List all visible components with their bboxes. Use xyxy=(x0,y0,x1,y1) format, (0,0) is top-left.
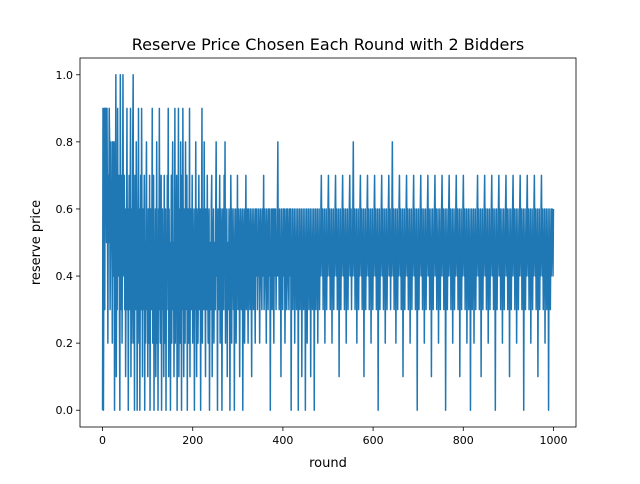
x-tick-label: 800 xyxy=(453,434,474,447)
y-tick-label: 0.6 xyxy=(56,203,74,216)
y-axis-label: reserve price xyxy=(29,200,44,285)
axes-frame xyxy=(79,57,577,428)
x-tick-label: 400 xyxy=(272,434,293,447)
x-axis-label: round xyxy=(309,456,347,471)
x-tick-label: 1000 xyxy=(539,434,567,447)
y-axis: 0.0 0.2 0.4 0.6 0.8 1.0 xyxy=(56,69,80,417)
x-tick-label: 0 xyxy=(99,434,106,447)
plot-area xyxy=(101,74,555,411)
series-line xyxy=(101,74,555,411)
x-tick-label: 200 xyxy=(182,434,203,447)
y-tick-label: 0.0 xyxy=(56,404,74,417)
y-tick-label: 1.0 xyxy=(56,69,74,82)
y-tick-label: 0.8 xyxy=(56,136,74,149)
x-axis: 0 200 400 600 800 1000 xyxy=(99,427,567,447)
x-tick-label: 600 xyxy=(363,434,384,447)
chart-title: Reserve Price Chosen Each Round with 2 B… xyxy=(132,35,524,54)
y-tick-label: 0.2 xyxy=(56,337,74,350)
y-tick-label: 0.4 xyxy=(56,270,74,283)
